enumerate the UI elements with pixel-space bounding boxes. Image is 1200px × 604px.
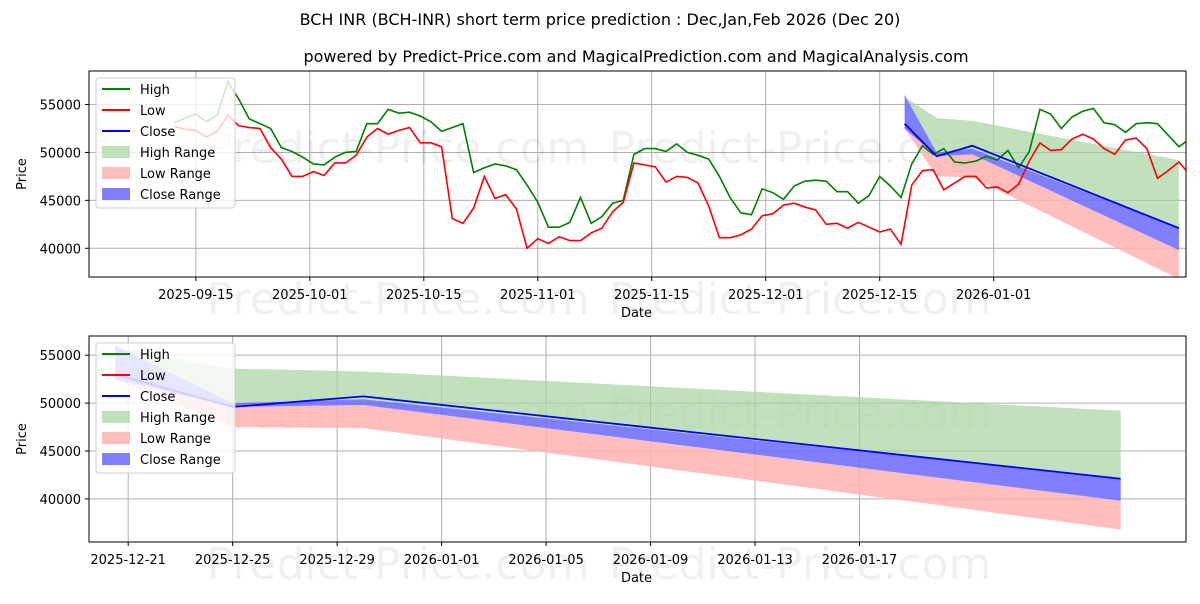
- y-tick-label: 40000: [40, 493, 81, 508]
- x-axis: 2025-09-15 2025-10-01 2025-10-15 2025-11-01…: [158, 277, 1031, 303]
- x-tick-label: 2026-01-13: [717, 553, 793, 568]
- x-tick-label: 2026-01-05: [508, 553, 584, 568]
- plot-area: [174, 79, 1186, 277]
- x-tick-label: 2026-01-01: [404, 553, 480, 568]
- legend-swatch-patch: [102, 453, 130, 465]
- close-range-band: [904, 94, 1179, 251]
- legend-label: High: [140, 83, 170, 98]
- bottom-chart-panel: Predict-Price.comPredict-Price.comPredic…: [15, 335, 1187, 590]
- x-axis-label: Date: [621, 306, 652, 321]
- x-tick-label: 2025-11-01: [500, 288, 576, 303]
- y-tick-label: 55000: [40, 99, 81, 114]
- plot-area: [114, 345, 1121, 530]
- close-range-band: [115, 345, 1121, 501]
- legend-swatch-patch: [102, 411, 130, 423]
- watermark-text: Predict-Price.com: [609, 274, 992, 325]
- chart-subtitle: powered by Predict-Price.com and Magical…: [303, 47, 968, 66]
- x-tick-label: 2025-10-15: [386, 288, 462, 303]
- legend-label: Low: [140, 104, 166, 119]
- y-tick-label: 50000: [40, 146, 81, 161]
- x-tick-label: 2026-01-01: [956, 288, 1032, 303]
- legend-label: Low Range: [140, 167, 211, 182]
- x-tick-label: 2026-01-17: [822, 553, 898, 568]
- legend-label: Close Range: [140, 453, 221, 468]
- x-tick-label: 2025-12-01: [728, 288, 804, 303]
- legend-box: [95, 342, 236, 474]
- legend-swatch-patch: [102, 167, 130, 179]
- legend-swatch-patch: [102, 146, 130, 158]
- gridlines: [89, 71, 1186, 277]
- watermark-text: Predict-Price.com: [609, 539, 992, 590]
- high-range-band: [904, 94, 1179, 229]
- x-tick-label: 2025-12-29: [299, 553, 375, 568]
- top-chart-panel: Predict-Price.com Predict-Price.comPredic…: [15, 70, 1187, 325]
- x-tick-label: 2026-01-09: [613, 553, 689, 568]
- low-series-line: [174, 113, 1186, 250]
- y-axis-label: Price: [15, 158, 30, 190]
- low-range-band: [115, 374, 1121, 530]
- x-axis: 2025-12-21 2025-12-25 2025-12-29 2026-01-01…: [90, 542, 897, 568]
- x-tick-label: 2025-12-25: [195, 553, 271, 568]
- y-tick-label: 50000: [40, 397, 81, 412]
- legend-swatch-patch: [102, 432, 130, 444]
- x-tick-label: 2025-09-15: [158, 288, 234, 303]
- legend: High Low Close High Range Low Range Close Ran…: [95, 342, 236, 474]
- y-tick-label: 45000: [40, 445, 81, 460]
- chart-title: BCH INR (BCH-INR) short term price predi…: [300, 10, 901, 29]
- x-tick-label: 2025-12-15: [842, 288, 918, 303]
- y-tick-label: 40000: [40, 242, 81, 257]
- axes-frame: [88, 70, 1187, 278]
- watermark-text: Predict-Price.com: [207, 274, 590, 325]
- legend-label: Close: [140, 390, 175, 405]
- legend-label: Close Range: [140, 188, 221, 203]
- legend-label: High Range: [140, 146, 215, 161]
- y-axis: 40000 45000 50000 55000: [40, 349, 89, 508]
- x-tick-label: 2025-10-01: [272, 288, 348, 303]
- watermark-text: Predict-Price.com: [207, 539, 590, 590]
- high-series-line: [174, 79, 1186, 228]
- high-range-band: [115, 345, 1121, 479]
- legend: High Low Close High Range Low Range Close Ran…: [95, 77, 236, 209]
- y-axis: 40000 45000 50000 55000: [40, 99, 89, 257]
- y-axis-label: Price: [15, 423, 30, 455]
- legend-label: High: [140, 348, 170, 363]
- x-tick-label: 2025-11-15: [614, 288, 690, 303]
- y-tick-label: 55000: [40, 349, 81, 364]
- legend-label: Low Range: [140, 432, 211, 447]
- legend-swatch-patch: [102, 188, 130, 200]
- y-tick-label: 45000: [40, 194, 81, 209]
- legend-label: Low: [140, 369, 166, 384]
- axes-frame: [88, 335, 1187, 543]
- legend-box: [95, 77, 236, 209]
- legend-label: Close: [140, 125, 175, 140]
- x-tick-label: 2025-12-21: [90, 553, 166, 568]
- x-axis-label: Date: [621, 571, 652, 586]
- legend-label: High Range: [140, 411, 215, 426]
- close-series-line: [903, 123, 1180, 229]
